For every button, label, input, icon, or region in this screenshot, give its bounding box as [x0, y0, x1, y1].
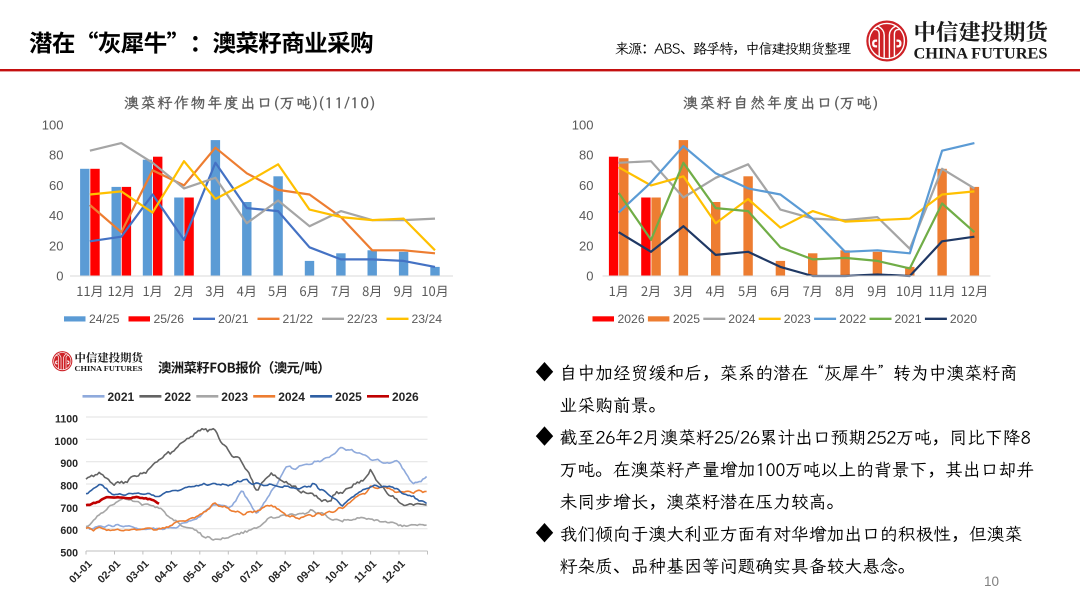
svg-text:2026: 2026 — [392, 390, 419, 404]
svg-text:2025: 2025 — [673, 312, 700, 326]
svg-text:1100: 1100 — [55, 414, 78, 426]
svg-text:700: 700 — [60, 503, 78, 515]
svg-text:0: 0 — [586, 269, 593, 284]
svg-text:CHINA FUTURES: CHINA FUTURES — [914, 44, 1048, 63]
svg-text:2024: 2024 — [728, 312, 755, 326]
svg-text:100: 100 — [572, 118, 594, 133]
svg-text:2021: 2021 — [895, 312, 922, 326]
svg-text:100: 100 — [42, 118, 64, 133]
svg-text:20: 20 — [579, 238, 593, 253]
svg-text:80: 80 — [579, 148, 593, 163]
svg-text:21/22: 21/22 — [283, 312, 314, 326]
svg-text:2022: 2022 — [839, 312, 866, 326]
svg-text:900: 900 — [60, 458, 78, 470]
svg-text:2025: 2025 — [335, 390, 362, 404]
svg-text:22/23: 22/23 — [347, 312, 378, 326]
svg-text:60: 60 — [49, 178, 63, 193]
svg-text:CHINA FUTURES: CHINA FUTURES — [75, 364, 143, 373]
svg-text:1000: 1000 — [54, 436, 78, 448]
svg-text:80: 80 — [49, 148, 63, 163]
svg-text:2021: 2021 — [108, 390, 135, 404]
svg-text:24/25: 24/25 — [89, 312, 120, 326]
svg-text:25/26: 25/26 — [154, 312, 185, 326]
svg-text:800: 800 — [60, 481, 78, 493]
svg-text:20: 20 — [49, 238, 63, 253]
svg-text:40: 40 — [579, 208, 593, 223]
svg-text:40: 40 — [49, 208, 63, 223]
svg-text:2026: 2026 — [618, 312, 645, 326]
svg-text:0: 0 — [56, 269, 63, 284]
svg-text:2020: 2020 — [950, 312, 977, 326]
svg-text:500: 500 — [60, 548, 78, 560]
svg-text:20/21: 20/21 — [218, 312, 249, 326]
svg-text:2024: 2024 — [278, 390, 305, 404]
svg-text:60: 60 — [579, 178, 593, 193]
svg-text:23/24: 23/24 — [412, 312, 443, 326]
svg-text:10: 10 — [984, 574, 999, 589]
svg-text:2023: 2023 — [784, 312, 811, 326]
svg-text:2022: 2022 — [164, 390, 191, 404]
svg-text:2023: 2023 — [221, 390, 248, 404]
svg-text:600: 600 — [60, 525, 78, 537]
